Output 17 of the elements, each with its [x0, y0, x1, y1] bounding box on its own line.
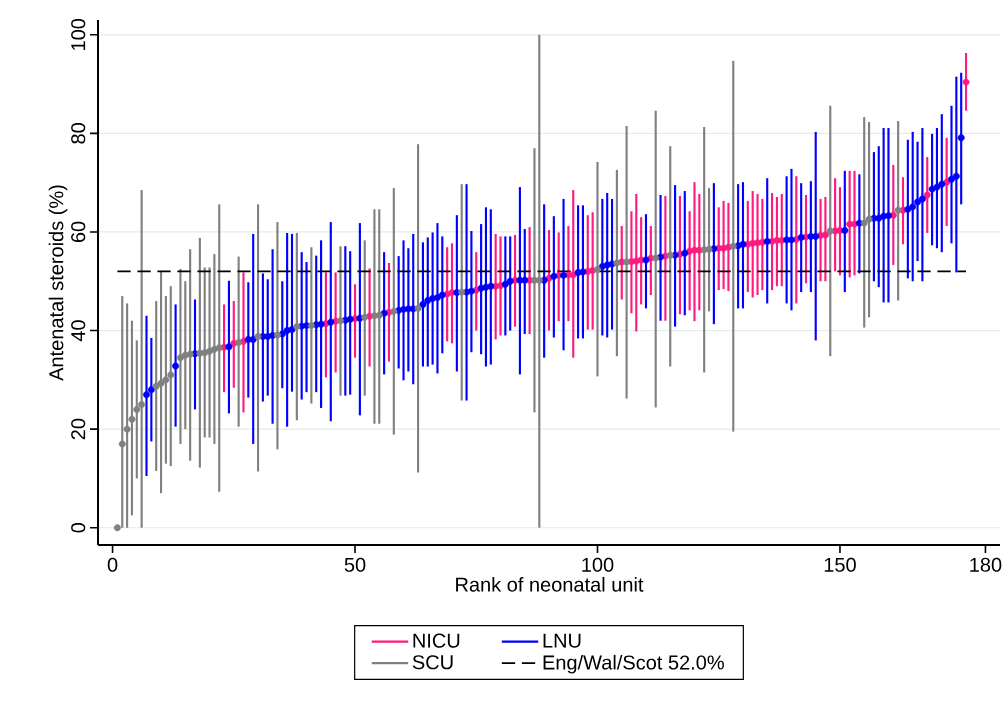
x-tick-label: 0 — [107, 557, 118, 572]
y-axis-title: Antenatal steroids (%) — [48, 185, 68, 381]
x-tick-label: 150 — [824, 557, 856, 572]
x-axis-title: Rank of neonatal unit — [456, 577, 644, 592]
y-tick-label: 40 — [71, 320, 86, 342]
y-tick-label: 20 — [71, 418, 86, 440]
y-tick-label: 80 — [71, 123, 86, 144]
x-tick-label: 50 — [344, 557, 366, 572]
legend-label: LNU — [543, 633, 581, 648]
legend-label: SCU — [412, 655, 453, 670]
y-tick-label: 60 — [71, 221, 86, 243]
legend-label: Eng/Wal/Scot 52.0% — [543, 654, 724, 674]
y-tick-label: 0 — [71, 522, 86, 533]
legend-label: NICU — [413, 633, 460, 648]
x-tick-label: 180 — [970, 557, 1002, 572]
x-tick-label: 100 — [582, 557, 614, 572]
y-tick-label: 100 — [71, 18, 86, 50]
